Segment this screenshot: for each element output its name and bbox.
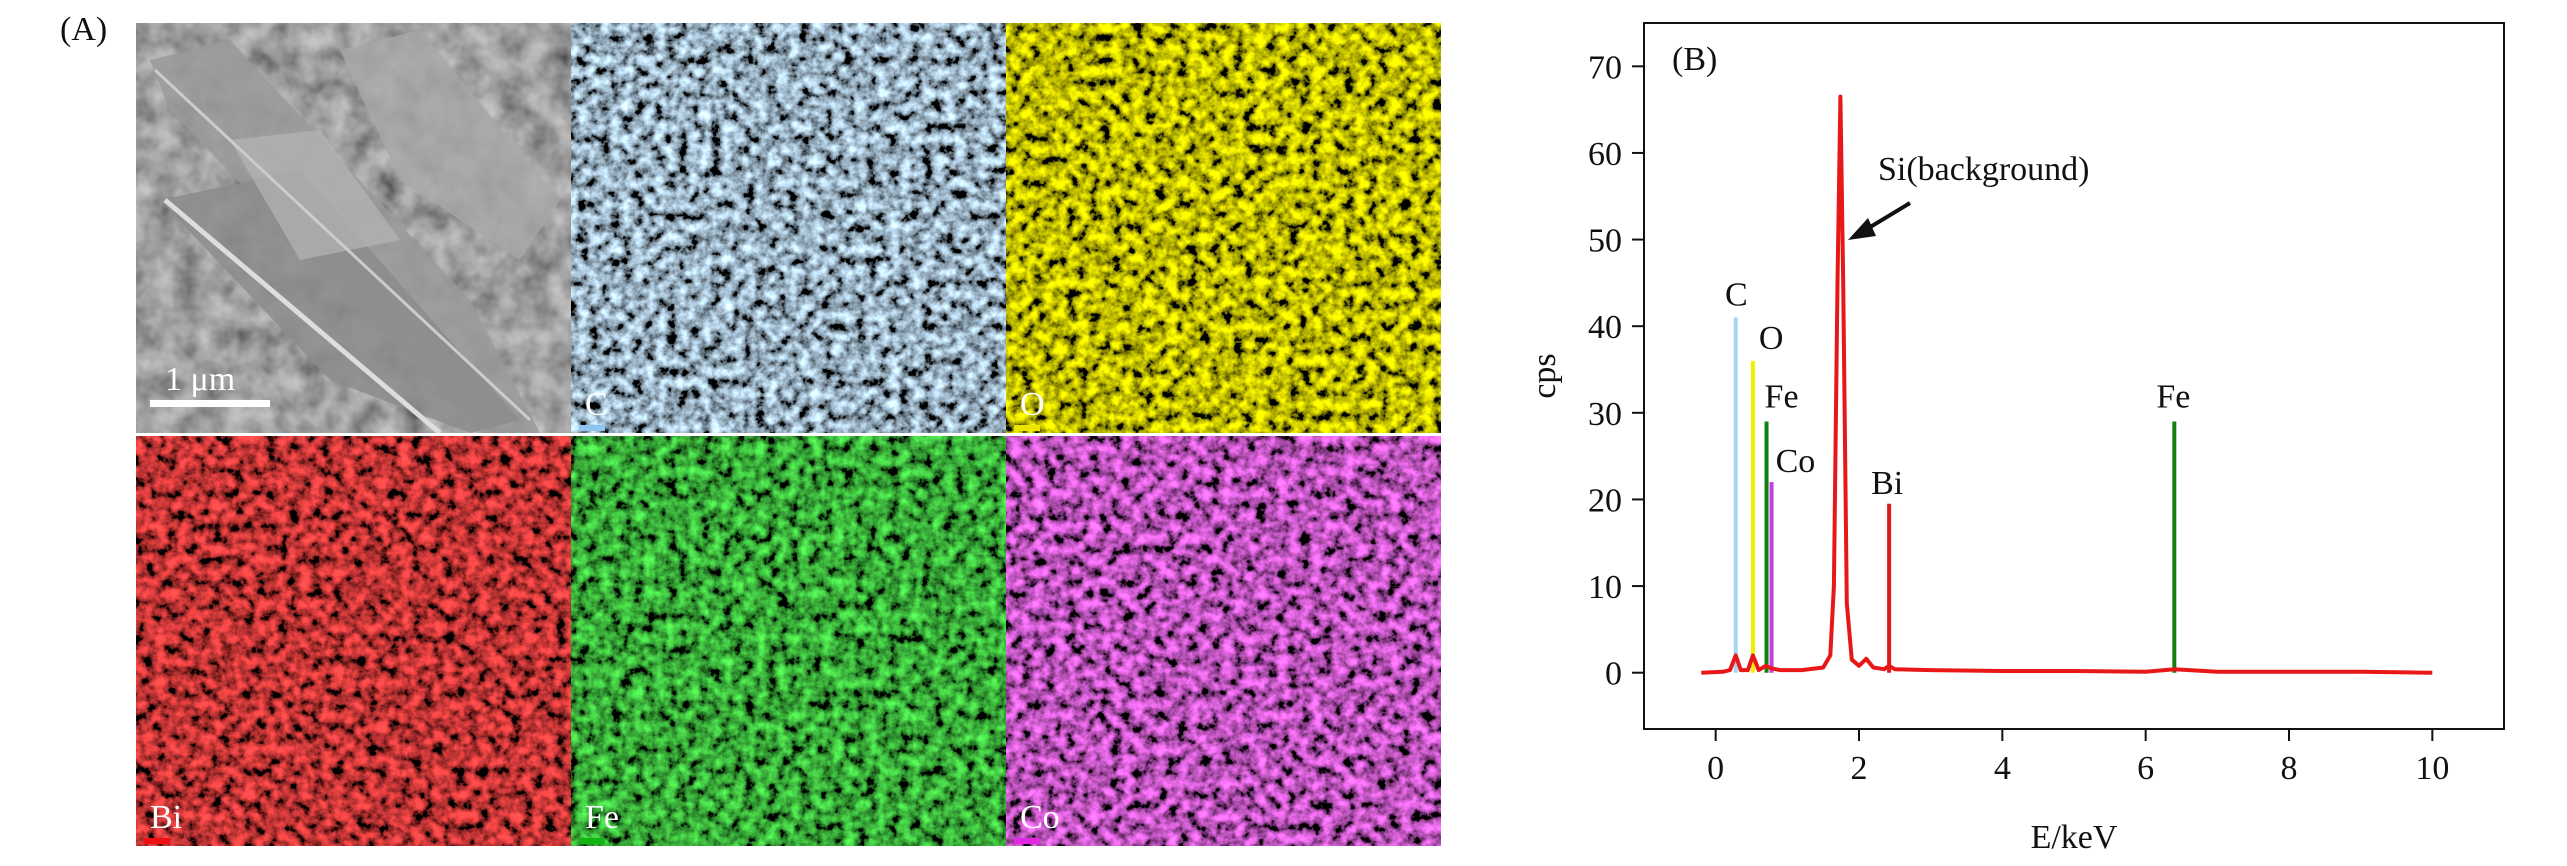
peak-label: Fe [2156, 378, 2190, 415]
y-tick-label: 70 [1588, 49, 1622, 86]
element-map-texture [571, 436, 1006, 846]
x-tick-label: 8 [2281, 750, 2298, 787]
annotation-arrowhead [1848, 218, 1876, 240]
plot-frame [1643, 22, 2505, 730]
x-tick-label: 6 [2137, 750, 2154, 787]
element-map-texture [571, 23, 1006, 433]
map-label-swatch [144, 838, 170, 844]
panel-label: (B) [1672, 41, 1717, 78]
panel-label: (A) [60, 11, 107, 48]
peak-label: O [1759, 320, 1784, 357]
x-tick-label: 2 [1851, 750, 1868, 787]
peak-label: Bi [1871, 465, 1903, 502]
map-label-swatch [579, 838, 605, 844]
map-label: Bi [150, 799, 182, 836]
x-tick-label: 10 [2415, 750, 2449, 787]
y-tick-label: 10 [1588, 569, 1622, 606]
peak-label: Co [1776, 443, 1816, 480]
y-tick-label: 30 [1588, 396, 1622, 433]
map-label-swatch [1014, 425, 1040, 431]
map-label-swatch [1014, 838, 1040, 844]
map-label: Fe [585, 799, 619, 836]
map-label: C [585, 386, 608, 423]
y-tick-label: 20 [1588, 482, 1622, 519]
y-tick-label: 40 [1588, 309, 1622, 346]
y-axis-label: cps [1526, 353, 1563, 398]
element-map-texture [1006, 23, 1441, 433]
element-map-texture [136, 436, 571, 846]
scale-bar-label: 1 μm [165, 361, 235, 398]
x-axis-label: E/keV [2031, 819, 2118, 856]
annotation: Si(background) [1878, 151, 2090, 188]
map-label-swatch [579, 425, 605, 431]
peak-label: C [1725, 277, 1748, 314]
y-tick-label: 50 [1588, 223, 1622, 260]
peak-label: Fe [1765, 378, 1799, 415]
x-tick-label: 4 [1994, 750, 2011, 787]
y-tick-label: 60 [1588, 136, 1622, 173]
element-map-texture [1006, 436, 1441, 846]
x-tick-label: 0 [1707, 750, 1724, 787]
spectrum-line [1701, 94, 2433, 675]
sem-image [136, 23, 571, 433]
map-label: Co [1020, 799, 1060, 836]
y-tick-label: 0 [1605, 656, 1622, 693]
map-label: O [1020, 386, 1045, 423]
